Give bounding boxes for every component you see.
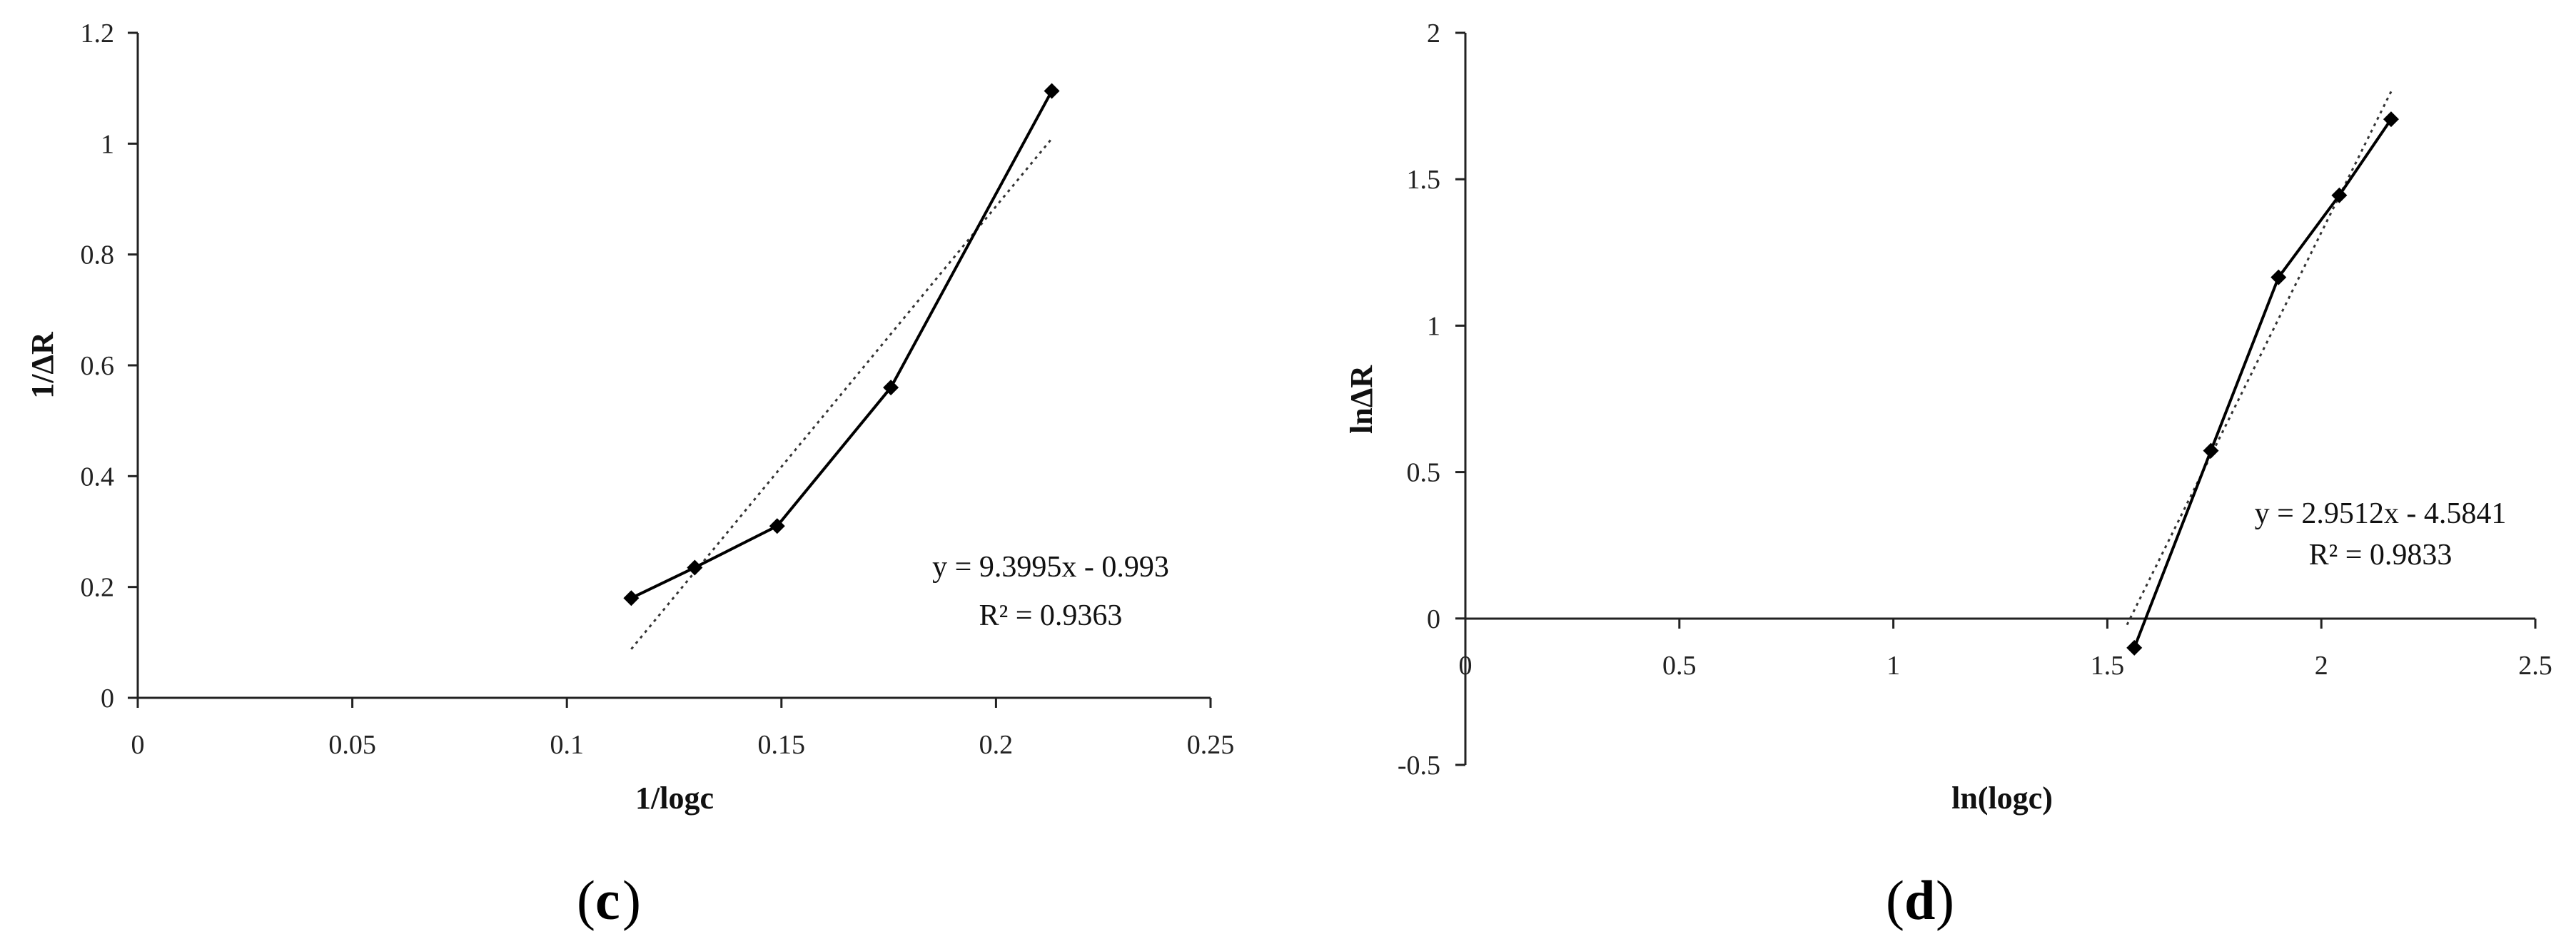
y-tick-label: 1 — [1427, 311, 1440, 341]
x-tick-label: 2.5 — [2518, 651, 2552, 681]
trendline — [630, 138, 1053, 650]
x-axis-title: 1/logc — [635, 781, 714, 816]
x-tick-label: 0.05 — [328, 730, 376, 760]
chart-panel-c: 0 0.2 0.4 0.6 0.8 1 1.2 0 0.05 0.1 0.15 0.2 0.25 y … — [25, 19, 1234, 931]
equation-label: y = 9.3995x - 0.993 — [932, 551, 1169, 584]
svg-text:): ) — [1936, 869, 1954, 931]
panel-label-d: ( d ) — [1886, 869, 1954, 931]
data-point — [687, 559, 703, 576]
x-tick-label: 0.25 — [1187, 730, 1235, 760]
equation-label: y = 2.9512x - 4.5841 — [2255, 497, 2507, 530]
x-tick-label: 1.5 — [2091, 651, 2125, 681]
svg-text:(: ( — [577, 869, 595, 931]
svg-text:d: d — [1904, 869, 1935, 931]
data-point — [2126, 639, 2143, 656]
y-tick-label: 0.2 — [81, 573, 115, 603]
r-squared-label: R² = 0.9833 — [2309, 539, 2453, 572]
data-point — [2331, 187, 2348, 203]
x-tick-label: 0 — [131, 730, 145, 760]
x-tick-label: 0.15 — [758, 730, 806, 760]
data-point — [2203, 442, 2219, 459]
y-tick-label: -0.5 — [1398, 751, 1440, 781]
panel-label-c: ( c ) — [577, 869, 641, 931]
y-tick-label: 0.8 — [81, 240, 115, 270]
x-tick-label: 0.1 — [550, 730, 584, 760]
y-tick-label: 1.5 — [1407, 165, 1441, 195]
series-line — [630, 90, 1054, 600]
x-tick-label: 0.5 — [1662, 651, 1697, 681]
y-tick-label: 1 — [101, 129, 114, 159]
y-tick-label: 0.4 — [81, 462, 115, 492]
x-tick-label: 0.2 — [979, 730, 1014, 760]
x-tick-label: 0 — [1459, 651, 1473, 681]
r-squared-label: R² = 0.9363 — [979, 599, 1123, 632]
y-tick-label: 0 — [1427, 604, 1440, 634]
x-tick-label: 2 — [2315, 651, 2328, 681]
x-tick-label: 1 — [1886, 651, 1900, 681]
data-point — [2383, 111, 2399, 128]
y-tick-label: 1.2 — [81, 19, 115, 49]
data-point — [883, 380, 899, 396]
y-tick-label: 2 — [1427, 19, 1440, 49]
y-axis-title: 1/ΔR — [25, 331, 60, 399]
data-point — [769, 518, 785, 534]
y-axis-title: lnΔR — [1344, 365, 1379, 434]
svg-text:(: ( — [1886, 869, 1904, 931]
x-axis-title: ln(logc) — [1951, 781, 2053, 816]
svg-text:c: c — [595, 869, 620, 931]
y-tick-label: 0.6 — [81, 351, 115, 381]
y-tick-label: 0.5 — [1407, 458, 1441, 488]
data-point — [623, 590, 640, 607]
svg-text:): ) — [622, 869, 641, 931]
y-tick-label: 0 — [101, 684, 114, 714]
data-point — [2271, 269, 2287, 285]
data-point — [1044, 83, 1060, 99]
chart-panel-d: -0.5 0 0.5 1 1.5 2 0 0.5 1 1.5 2 2.5 y = 2.9512x -… — [1344, 19, 2552, 931]
